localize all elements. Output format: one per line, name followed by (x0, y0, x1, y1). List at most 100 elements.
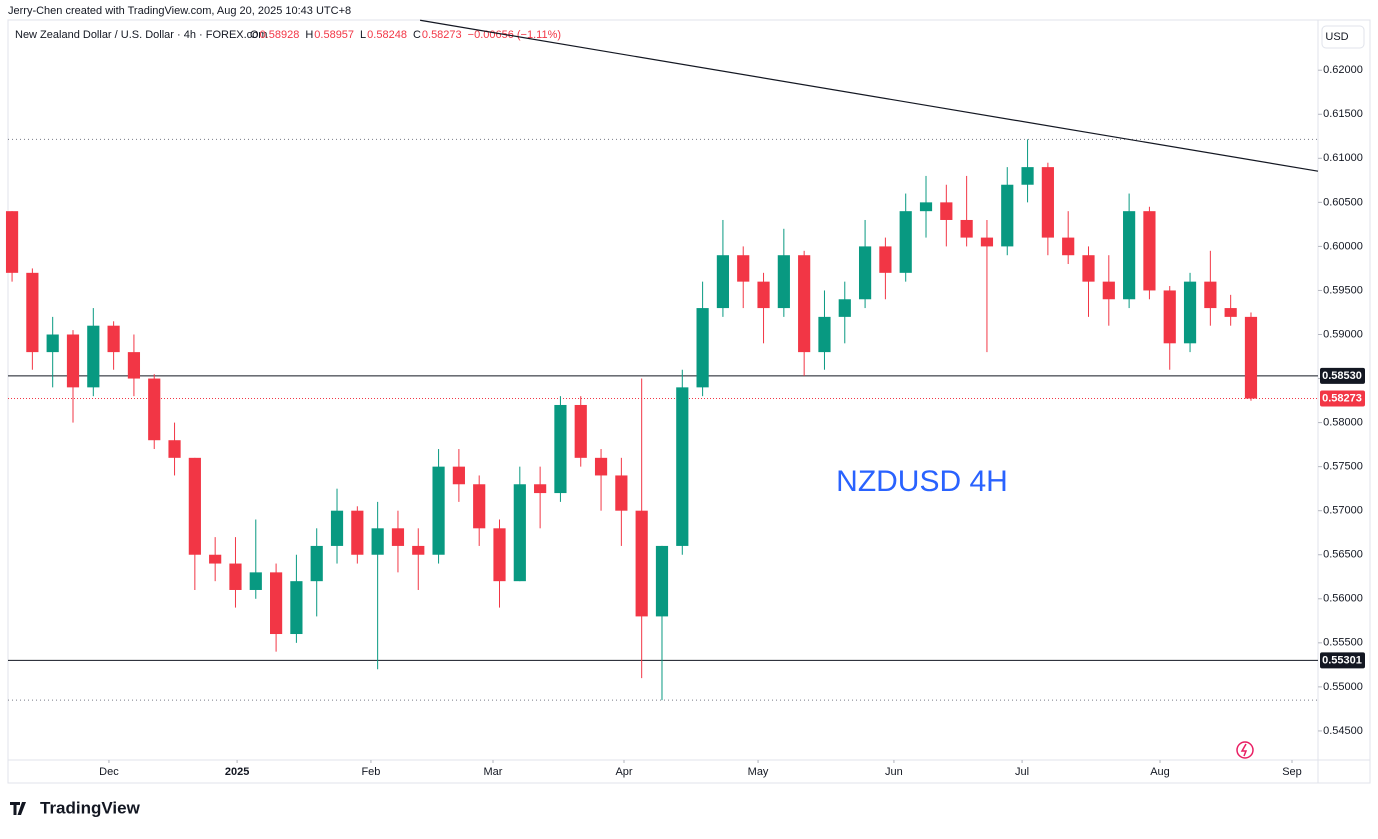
x-tick-label: Jul (1015, 766, 1029, 778)
candle-body (858, 246, 872, 300)
last-price-tag (1320, 390, 1365, 407)
x-tick-label: Mar (484, 766, 503, 778)
y-tick-label: 0.57500 (1323, 461, 1363, 473)
x-tick-label: May (748, 766, 769, 778)
candle-body (1102, 281, 1115, 300)
ohlc-value: 0.58957 (314, 29, 354, 41)
candle-body (980, 237, 994, 247)
level-label: 0.55301 (1322, 654, 1362, 666)
level-tag (1320, 652, 1365, 669)
currency[interactable]: USD (1325, 31, 1348, 43)
candle-body (87, 325, 100, 388)
currency-button[interactable] (1321, 25, 1365, 49)
y-tick-label: 0.61000 (1323, 152, 1363, 164)
credit: Jerry-Chen created with TradingView.com,… (8, 5, 351, 17)
x-tick-label: Aug (1150, 766, 1170, 778)
candle-body (919, 202, 933, 212)
candle-body (1204, 281, 1217, 309)
candle-body (209, 554, 222, 564)
y-tick-label: 0.55500 (1323, 637, 1363, 649)
candle-body (1224, 308, 1237, 317)
candle-body (757, 281, 770, 309)
candle-body (148, 378, 161, 441)
ohlc-value: 0.58248 (367, 29, 407, 41)
y-tick-label: 0.55000 (1323, 681, 1363, 693)
candle-body (1163, 290, 1176, 344)
y-tick-label: 0.59500 (1323, 284, 1363, 296)
candle-body (371, 528, 384, 555)
candle-body (351, 510, 364, 555)
candle-body (777, 255, 790, 309)
candle-body (1082, 255, 1095, 282)
ohlc-value: 0.58928 (260, 29, 300, 41)
symbol: New Zealand Dollar / U.S. Dollar · 4h · … (15, 29, 267, 41)
y-tick-label: 0.60500 (1323, 196, 1363, 208)
candle-body (1001, 184, 1014, 247)
candle-body (412, 545, 425, 555)
y-tick-label: 0.57000 (1323, 505, 1363, 517)
candle-body (696, 308, 709, 388)
candle-body (5, 211, 19, 273)
x-tick-label: Jun (885, 766, 903, 778)
candle-body (635, 510, 648, 617)
candle-body (229, 563, 242, 590)
candle-body (716, 255, 730, 309)
ohlc-legend: O 0.58928 H 0.58957 L 0.58248 C 0.58273 −0.00656… (250, 29, 561, 41)
y-tick-label: 0.61500 (1323, 108, 1363, 120)
candle-body (676, 387, 689, 546)
annotation: NZDUSD 4H (836, 465, 1008, 498)
y-tick-label: 0.62000 (1323, 64, 1363, 76)
y-tick-label: 0.56500 (1323, 549, 1363, 561)
y-tick-label: 0.54500 (1323, 725, 1363, 737)
candle-body (188, 457, 201, 555)
candle-body (249, 572, 262, 590)
candle-body (66, 334, 80, 388)
last-price-label: 0.58273 (1322, 392, 1362, 404)
ohlc-key: C (413, 29, 421, 41)
candle-body (26, 272, 39, 353)
y-tick-label: 0.58000 (1323, 417, 1363, 429)
candle-body (1021, 167, 1034, 185)
candle-body (737, 255, 750, 282)
candle-body (493, 528, 506, 582)
level-label: 0.58530 (1322, 370, 1362, 382)
candle-body (818, 316, 831, 353)
candle-body (1244, 316, 1258, 399)
ohlc-key: O (250, 29, 259, 41)
candle-body (432, 466, 445, 555)
ohlc-key: L (360, 29, 366, 41)
alert-icon-bolt (1240, 743, 1248, 757)
candle-body (655, 545, 669, 617)
candle-body (391, 528, 405, 546)
level-tag (1320, 367, 1365, 384)
candle-body (168, 440, 181, 458)
candle-body (1143, 211, 1156, 291)
x-tick-label: 2025 (225, 766, 249, 778)
candle-body (554, 404, 567, 494)
candle-body (879, 246, 892, 273)
candle-body (940, 202, 953, 220)
candle-body (1123, 211, 1136, 300)
candle-body (270, 572, 283, 635)
candle-body (513, 484, 526, 582)
frame (7, 19, 1371, 784)
y-tick-label: 0.56000 (1323, 593, 1363, 605)
candle-body (899, 211, 912, 273)
candle-body (290, 581, 303, 635)
logo (10, 802, 26, 815)
candle-body (127, 352, 141, 379)
candle-body (798, 255, 811, 353)
x-tick-label: Dec (99, 766, 119, 778)
candle-body (107, 325, 120, 353)
plot (5, 19, 1319, 701)
candle-body (452, 466, 465, 485)
y-tick-label: 0.60000 (1323, 240, 1363, 252)
candle-body (1041, 167, 1054, 238)
x-tick-label: Feb (361, 766, 380, 778)
candle-body (46, 334, 59, 353)
alert-icon[interactable] (1236, 741, 1254, 759)
candle-body (960, 219, 973, 238)
candle-body (1062, 237, 1075, 256)
